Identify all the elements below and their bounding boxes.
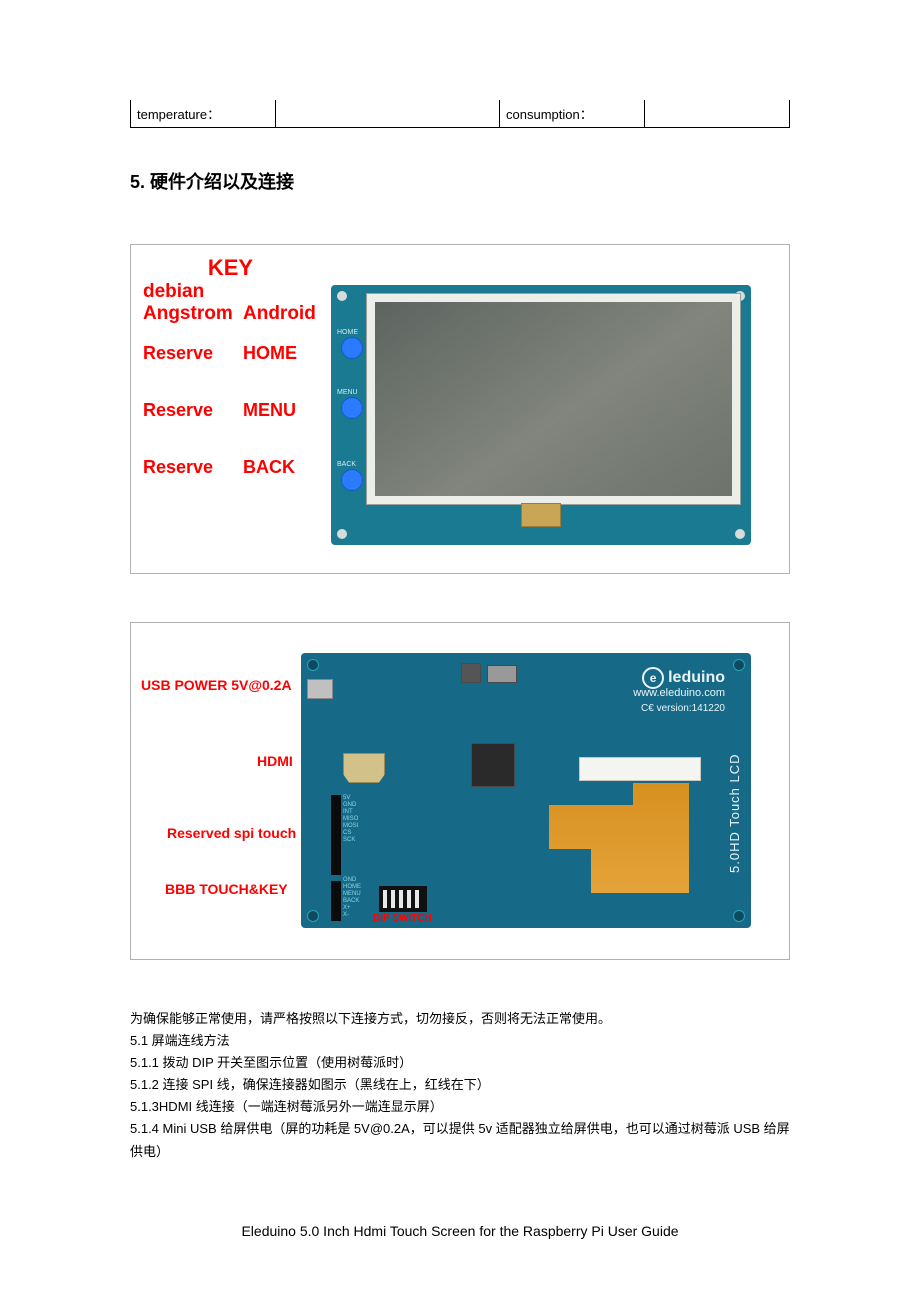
paragraph: 5.1.3HDMI 线连接（一端连树莓派另外一端连显示屏）	[130, 1096, 790, 1118]
lcd-bezel	[366, 293, 741, 505]
paragraph: 5.1 屏端连线方法	[130, 1030, 790, 1052]
cell-consumption-value	[645, 100, 790, 128]
inductor-icon	[461, 663, 481, 683]
key-title: KEY	[143, 255, 318, 281]
dip-switch-icon	[379, 886, 427, 912]
spi-pin-header-icon	[331, 795, 341, 875]
logo-e-icon: e	[642, 667, 664, 689]
menu-button-icon	[341, 397, 363, 419]
logo-text: leduino	[668, 669, 725, 687]
usb-power-label: USB POWER 5V@0.2A	[141, 677, 292, 693]
table-row: temperature： consumption：	[131, 100, 790, 128]
screw-hole-icon	[337, 529, 347, 539]
menu-label: MENU	[243, 400, 323, 421]
screw-hole-icon	[307, 910, 319, 922]
reserve-label: Reserve	[143, 400, 243, 421]
btn-silk-label: BACK	[337, 461, 356, 468]
os-debian: debian	[143, 281, 204, 303]
figure-board-back: USB POWER 5V@0.2A HDMI Reserved spi touc…	[130, 622, 790, 960]
button-label-grid: Reserve HOME Reserve MENU Reserve BACK	[143, 343, 323, 478]
hdmi-label: HDMI	[257, 753, 293, 769]
section-heading: 5. 硬件介绍以及连接	[130, 168, 790, 194]
spi-pin-labels: 5VGNDINTMISOMOSICSSCK	[343, 795, 358, 844]
lcd-screen	[375, 302, 732, 496]
bbb-touch-label: BBB TOUCH&KEY	[165, 881, 288, 897]
pcb-front: HOME MENU BACK	[331, 285, 751, 545]
bbb-pin-labels: GNDHOMEMENUBACKX+X-	[343, 877, 361, 919]
bbb-pin-header-icon	[331, 881, 341, 921]
pcb-back: 5VGNDINTMISOMOSICSSCK GNDHOMEMENUBACKX+X…	[301, 653, 751, 928]
spec-table: temperature： consumption：	[130, 100, 790, 128]
flex-cable-icon	[549, 783, 689, 893]
btn-silk-label: MENU	[337, 389, 358, 396]
screw-hole-icon	[733, 910, 745, 922]
os-android: Android	[243, 303, 323, 325]
ce-version: C€ version:141220	[641, 703, 725, 714]
cell-temperature-value	[275, 100, 499, 128]
home-button-icon	[341, 337, 363, 359]
screw-hole-icon	[735, 529, 745, 539]
paragraph: 5.1.1 拨动 DIP 开关至图示位置（使用树莓派时）	[130, 1052, 790, 1074]
cell-temperature-label: temperature：	[131, 100, 276, 128]
screw-hole-icon	[337, 291, 347, 301]
screw-hole-icon	[307, 659, 319, 671]
page-footer: Eleduino 5.0 Inch Hdmi Touch Screen for …	[130, 1223, 790, 1239]
back-button-icon	[341, 469, 363, 491]
figure-board-front: KEY debian Angstrom Android Reserve HOME…	[130, 244, 790, 574]
ffc-connector-icon	[579, 757, 701, 781]
btn-silk-label: HOME	[337, 329, 358, 336]
cell-consumption-label: consumption：	[500, 100, 645, 128]
dip-switch-label: DIP SWITCH	[373, 913, 432, 924]
hdmi-port-icon	[343, 753, 385, 783]
mini-usb-icon	[307, 679, 333, 699]
eleduino-logo: e leduino	[642, 667, 725, 689]
logo-url: www.eleduino.com	[633, 687, 725, 699]
capacitor-icon	[487, 665, 517, 683]
paragraph: 为确保能够正常使用，请严格按照以下连接方式，切勿接反，否则将无法正常使用。	[130, 1008, 790, 1030]
side-text: 5.0HD Touch LCD	[727, 733, 743, 873]
reserve-label: Reserve	[143, 343, 243, 364]
home-label: HOME	[243, 343, 323, 364]
paragraph: 5.1.4 Mini USB 给屏供电（屏的功耗是 5V@0.2A，可以提供 5…	[130, 1118, 790, 1162]
paragraph: 5.1.2 连接 SPI 线，确保连接器如图示（黑线在上，红线在下）	[130, 1074, 790, 1096]
figure1-labels: KEY debian Angstrom Android Reserve HOME…	[143, 255, 323, 478]
document-page: temperature： consumption： 5. 硬件介绍以及连接 KE…	[0, 0, 920, 1299]
body-text: 为确保能够正常使用，请严格按照以下连接方式，切勿接反，否则将无法正常使用。 5.…	[130, 1008, 790, 1163]
ribbon-connector-icon	[521, 503, 561, 527]
screw-hole-icon	[733, 659, 745, 671]
os-angstrom: Angstrom	[143, 303, 233, 325]
back-label: BACK	[243, 457, 323, 478]
spi-touch-label: Reserved spi touch	[167, 825, 296, 841]
reserve-label: Reserve	[143, 457, 243, 478]
os-row: debian Angstrom Android	[143, 281, 323, 325]
main-chip-icon	[471, 743, 515, 787]
